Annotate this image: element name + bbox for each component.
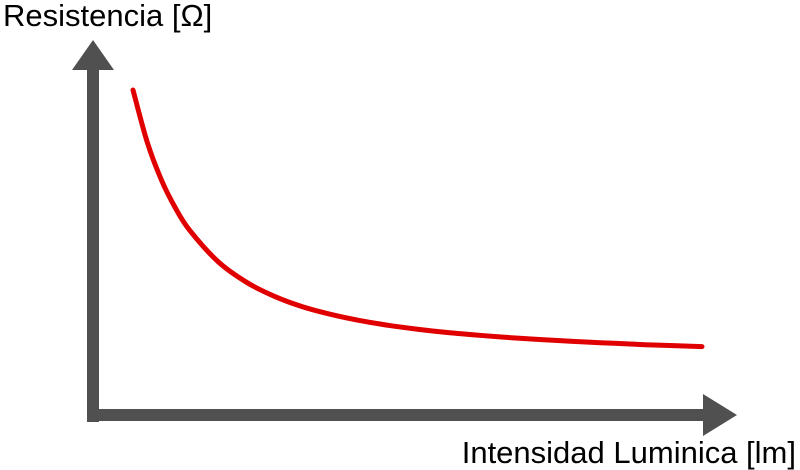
x-axis-line xyxy=(87,409,707,421)
y-axis-line xyxy=(87,66,99,422)
resistance-curve xyxy=(130,87,705,350)
y-axis-label: Resistencia [Ω] xyxy=(3,0,212,33)
data-points xyxy=(131,88,704,349)
y-axis xyxy=(72,40,114,422)
y-axis-arrow xyxy=(72,40,114,70)
x-axis-arrow xyxy=(703,394,737,436)
x-axis-label: Intensidad Luminica [lm] xyxy=(462,435,796,470)
x-axis xyxy=(87,394,737,436)
